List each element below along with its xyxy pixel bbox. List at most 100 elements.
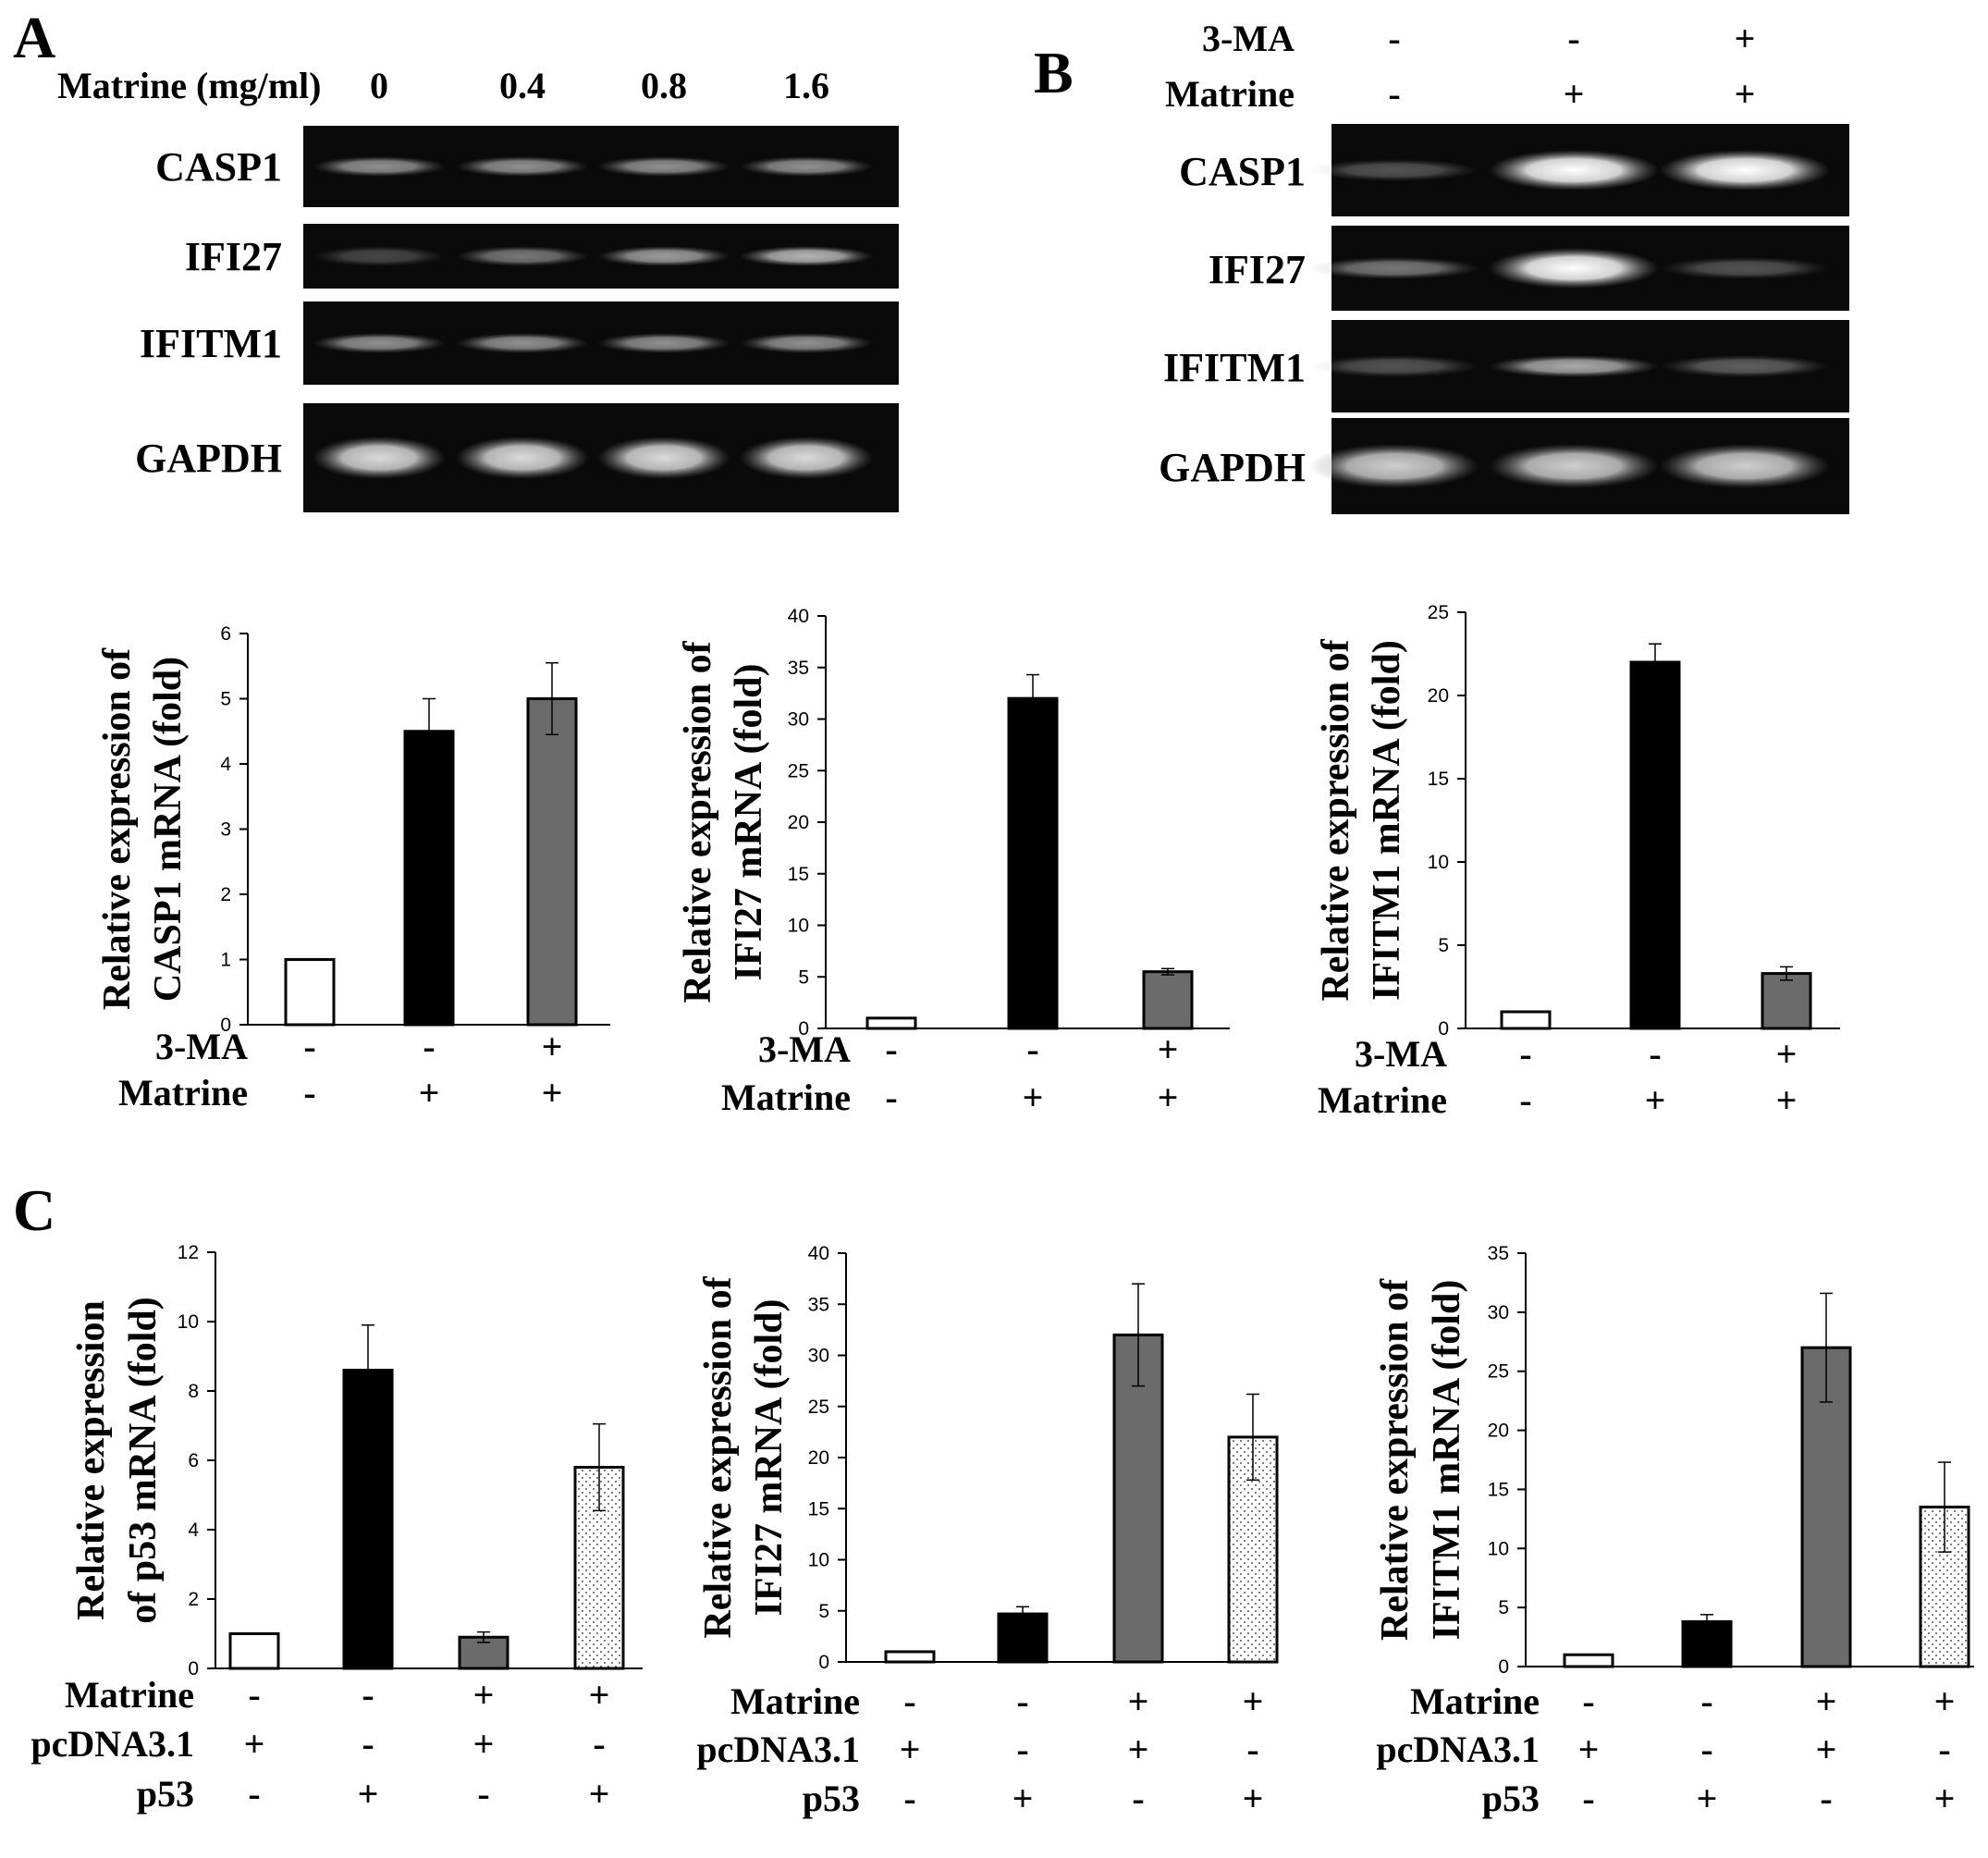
bar <box>884 1650 936 1664</box>
gel-band <box>597 156 730 177</box>
condition-label: pcDNA3.1 <box>31 1723 194 1765</box>
y-tick-label: 35 <box>788 658 809 679</box>
condition-label: p53 <box>803 1778 860 1819</box>
condition-sign: + <box>1158 1028 1179 1070</box>
gel-band <box>456 437 589 479</box>
condition-sign: - <box>885 1077 897 1118</box>
gel-band <box>1489 248 1659 289</box>
panel-label-b: B <box>1034 40 1074 105</box>
gel-band <box>740 246 873 266</box>
condition-sign: - <box>1820 1778 1832 1819</box>
gel-band <box>740 333 873 353</box>
y-axis-label: Relative expression <box>70 1300 113 1620</box>
condition-label: Matrine <box>721 1077 851 1118</box>
condition-sign: - <box>1519 1033 1531 1075</box>
condition-label: p53 <box>1482 1778 1540 1819</box>
condition-sign: - <box>593 1723 605 1765</box>
condition-sign: + <box>1578 1729 1600 1770</box>
gel-band <box>1489 355 1659 377</box>
gene-label: IFITM1 <box>140 321 282 366</box>
bar <box>1629 660 1681 1030</box>
condition-sign: - <box>1649 1033 1661 1075</box>
condition-sign: + <box>1564 73 1585 115</box>
bar-chart: 0 5 10 15 20 25 Relative expression of IFITM1 m… <box>1315 602 1840 1121</box>
y-axis-label: IFITM1 mRNA (fold) <box>1426 1280 1468 1641</box>
bar-chart: 0 5 10 15 20 25 30 35 40 Relative expression of IF… <box>677 606 1230 1118</box>
condition-sign: - <box>362 1723 374 1765</box>
bar-chart: 0 5 10 15 20 25 30 35 40 Relative expression of IF… <box>696 1243 1279 1819</box>
y-tick-label: 25 <box>1428 602 1449 623</box>
condition-label: Matrine <box>1165 73 1295 115</box>
gel-band <box>1309 355 1479 377</box>
y-axis-label: Relative expression of <box>1315 638 1357 1001</box>
y-tick-label: 6 <box>220 623 231 645</box>
y-tick-label: 15 <box>808 1498 829 1520</box>
y-tick-label: 0 <box>1498 1656 1509 1678</box>
bar <box>1142 970 1194 1030</box>
gel-band <box>1489 150 1659 191</box>
gel-band <box>597 437 730 479</box>
panel-label-c: C <box>13 1177 55 1243</box>
gene-label: GAPDH <box>135 436 282 481</box>
condition-label: Matrine <box>65 1674 194 1716</box>
condition-sign: - <box>303 1026 315 1067</box>
condition-label: 3-MA <box>155 1026 248 1067</box>
y-tick-label: 2 <box>188 1589 199 1610</box>
dose-value: 0.4 <box>499 65 546 106</box>
gel-band <box>1489 444 1659 488</box>
gel-band <box>456 246 589 266</box>
bar-chart: 0 1 2 3 4 5 6 Relative expression of CASP1 mRNA … <box>96 623 610 1114</box>
y-axis-label: CASP1 mRNA (fold) <box>147 657 190 1002</box>
y-axis-label: IFITM1 mRNA (fold) <box>1366 640 1408 1001</box>
y-tick-label: 3 <box>220 819 231 841</box>
y-tick-label: 15 <box>788 864 809 885</box>
y-tick-label: 6 <box>188 1450 199 1471</box>
condition-sign: - <box>1700 1680 1712 1722</box>
gene-label: IFI27 <box>1209 247 1306 292</box>
condition-sign: + <box>1776 1033 1798 1075</box>
condition-sign: + <box>1158 1077 1179 1118</box>
condition-sign: + <box>1023 1077 1044 1118</box>
y-tick-label: 25 <box>1488 1361 1509 1383</box>
condition-sign: - <box>248 1773 260 1815</box>
y-axis-label: of p53 mRNA (fold) <box>122 1297 165 1624</box>
condition-sign: + <box>1776 1079 1798 1121</box>
y-axis-label: Relative expression of <box>697 1275 740 1638</box>
condition-sign: - <box>423 1026 435 1067</box>
y-tick-label: 30 <box>788 709 809 731</box>
gel-band <box>456 333 589 353</box>
y-tick-label: 30 <box>1488 1302 1509 1323</box>
gene-label: CASP1 <box>1179 149 1306 194</box>
y-tick-label: 40 <box>788 606 809 627</box>
panel-label-a: A <box>13 5 55 70</box>
y-tick-label: 10 <box>788 916 809 937</box>
gene-label: GAPDH <box>1159 445 1306 490</box>
bar <box>1681 1619 1733 1668</box>
condition-label: Matrine <box>1410 1680 1540 1722</box>
y-tick-label: 20 <box>788 812 809 833</box>
bar <box>284 958 336 1027</box>
bar <box>1112 1333 1164 1664</box>
y-tick-label: 0 <box>220 1015 231 1036</box>
condition-sign: - <box>1016 1680 1028 1722</box>
gene-label: IFI27 <box>185 234 282 279</box>
gel-band <box>456 156 589 177</box>
condition-sign: + <box>542 1072 563 1114</box>
y-tick-label: 10 <box>178 1311 199 1333</box>
condition-sign: - <box>303 1072 315 1114</box>
condition-sign: + <box>589 1674 610 1716</box>
y-tick-label: 20 <box>1428 685 1449 707</box>
y-tick-label: 25 <box>788 760 809 781</box>
gel-band <box>1309 159 1479 181</box>
condition-sign: - <box>1582 1778 1594 1819</box>
y-axis-label: Relative expression of <box>677 640 719 1003</box>
condition-label: Matrine <box>730 1680 860 1722</box>
y-axis-label: IFI27 mRNA (fold) <box>748 1299 791 1617</box>
y-tick-label: 5 <box>798 966 809 988</box>
gel-band <box>313 333 446 353</box>
y-tick-label: 40 <box>808 1243 829 1264</box>
gel-band <box>1660 150 1830 191</box>
gel-band <box>1660 355 1830 377</box>
